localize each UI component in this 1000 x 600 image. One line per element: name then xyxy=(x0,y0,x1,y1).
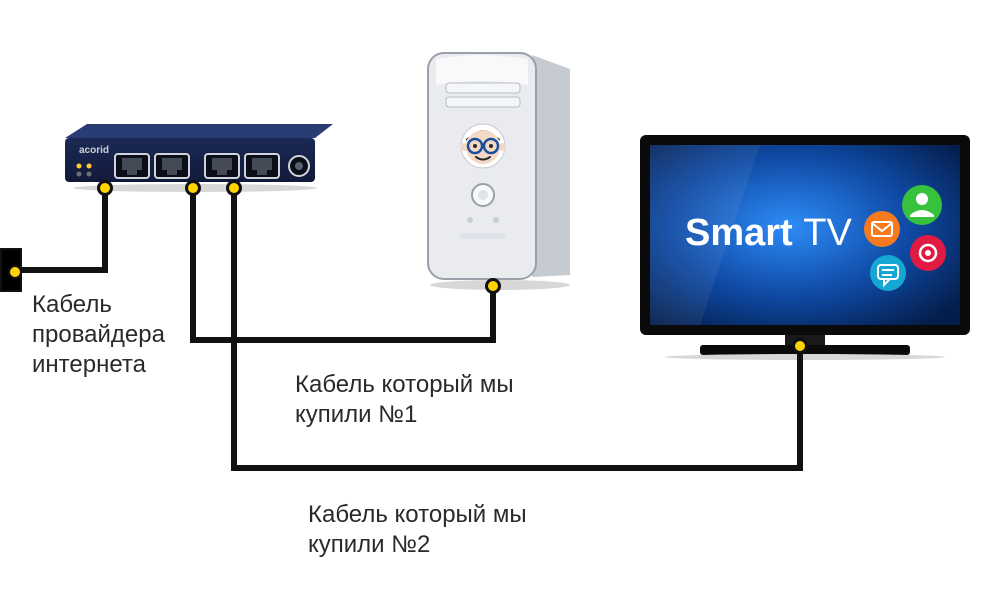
label-cable-1: Кабель который мы купили №1 xyxy=(295,370,514,430)
pin-cable2-switch xyxy=(226,180,242,196)
cable-switch-pc xyxy=(193,193,493,340)
isp-entry-icon xyxy=(0,248,22,292)
label-cable-2: Кабель который мы купили №2 xyxy=(308,500,527,560)
label-isp-cable: Кабель провайдера интернета xyxy=(32,290,165,380)
pin-cable1-switch xyxy=(185,180,201,196)
pin-isp-switch xyxy=(97,180,113,196)
pin-cable2-tv xyxy=(792,338,808,354)
pin-cable1-pc xyxy=(485,278,501,294)
cable-isp xyxy=(12,193,105,270)
